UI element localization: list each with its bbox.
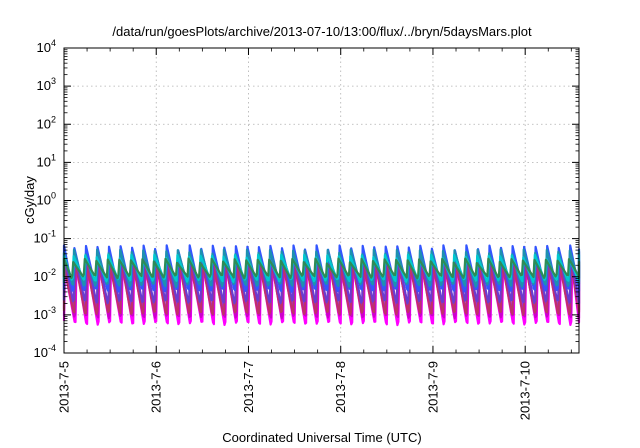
y-tick-label: 100 (37, 191, 56, 208)
x-tick-label: 2013-7-8 (333, 361, 348, 413)
series-line (62, 257, 581, 280)
series-line (62, 250, 581, 305)
x-tick-label: 2013-7-6 (149, 361, 164, 413)
y-axis: 10-4 10-3 10-2 10-1 100 101 102 103 104 (34, 38, 579, 360)
chart-title: /data/run/goesPlots/archive/2013-07-10/1… (112, 24, 532, 39)
y-tick-label: 10-4 (34, 343, 56, 360)
x-axis: 2013-7-5 2013-7-6 2013-7-7 2013-7-8 2013-7-9… (57, 48, 572, 420)
x-tick-label: 2013-7-9 (425, 361, 440, 413)
y-tick-label: 103 (37, 76, 56, 93)
y-axis-label: cGy/day (22, 176, 37, 224)
series-group (62, 244, 581, 327)
x-axis-label: Coordinated Universal Time (UTC) (222, 430, 421, 445)
y-tick-label: 10-2 (34, 267, 56, 284)
x-tick-label: 2013-7-7 (241, 361, 256, 413)
y-tick-label: 102 (37, 114, 56, 131)
y-tick-label: 10-1 (34, 229, 56, 246)
y-tick-label: 104 (37, 38, 56, 55)
y-tick-label: 101 (37, 152, 56, 169)
y-tick-label: 10-3 (34, 305, 56, 322)
series-line (62, 260, 581, 317)
x-tick-label: 2013-7-10 (518, 361, 533, 420)
x-tick-label: 2013-7-5 (57, 361, 72, 413)
